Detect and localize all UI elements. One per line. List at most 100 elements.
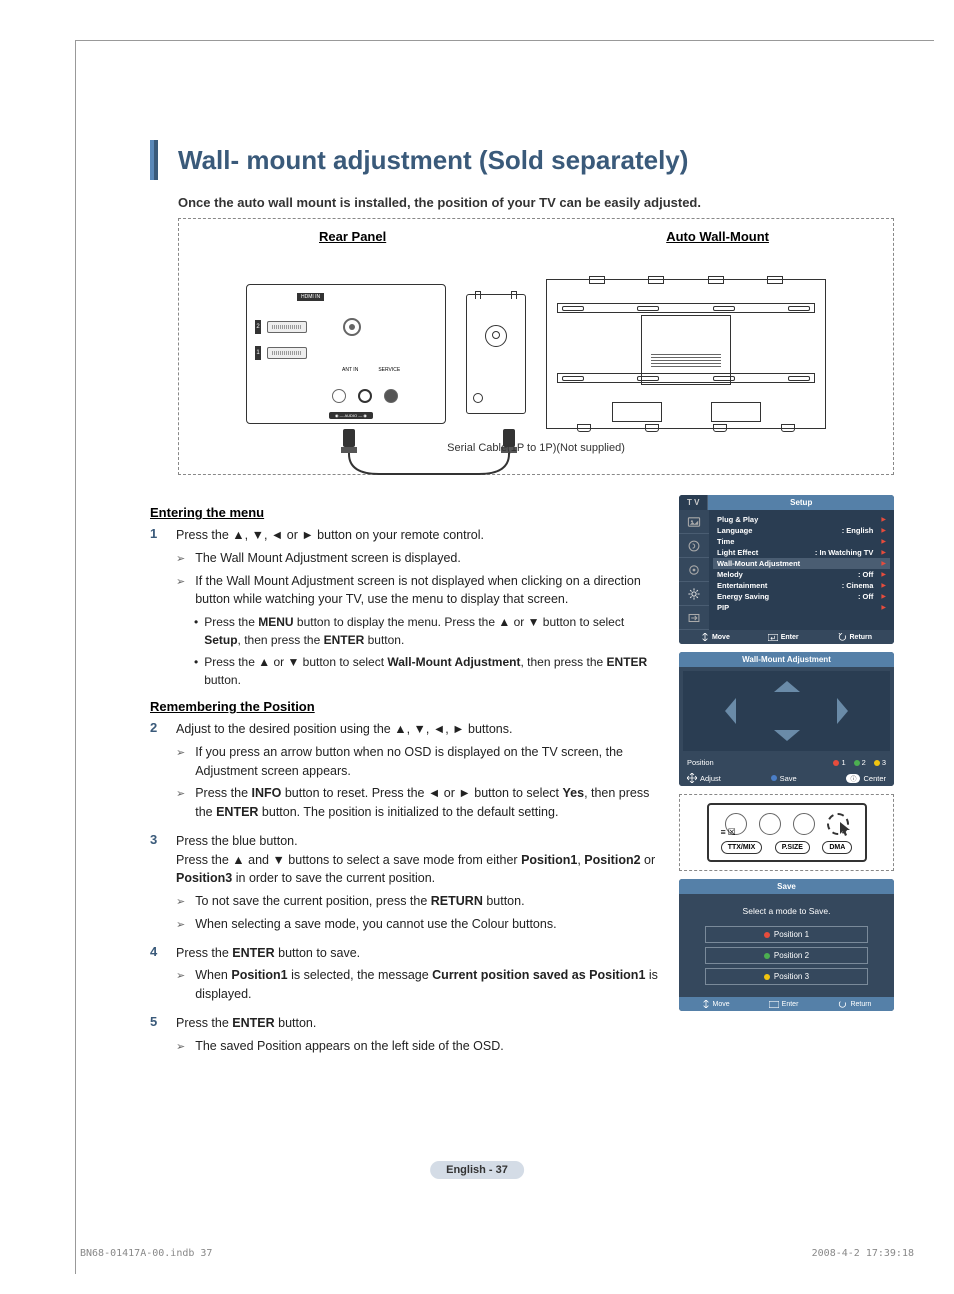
osd-save-screen: Save Select a mode to Save. Position 1 P… xyxy=(679,879,894,1011)
bullet-icon: • xyxy=(194,613,198,649)
osd-wallmount-screen: Wall-Mount Adjustment Position 1 2 3 xyxy=(679,652,894,786)
doc-filename: BN68-01417A-00.indb 37 xyxy=(80,1248,212,1259)
cursor-icon xyxy=(839,821,853,837)
step-text: Press the blue button. Press the ▲ and ▼… xyxy=(176,834,655,886)
osd-sidebar xyxy=(679,510,709,630)
menu-item: Entertainment: Cinema▶ xyxy=(717,580,886,591)
hdmi-label: HDMI IN xyxy=(297,293,324,301)
bullet-text: Press the ▲ or ▼ button to select Wall-M… xyxy=(204,653,659,689)
adjust-hint: Adjust xyxy=(687,773,721,783)
subtitle: Once the auto wall mount is installed, t… xyxy=(178,195,894,210)
osd-mount-title: Wall-Mount Adjustment xyxy=(679,652,894,667)
page-number-text: English - 37 xyxy=(430,1161,524,1179)
menu-item: Energy Saving: Off▶ xyxy=(717,591,886,602)
bullet-icon: • xyxy=(194,653,198,689)
sub-text: Press the INFO button to reset. Press th… xyxy=(195,784,659,822)
step-text: Adjust to the desired position using the… xyxy=(176,722,512,736)
save-footer: Move Enter Return xyxy=(679,997,894,1011)
save-message: Select a mode to Save. xyxy=(697,906,876,916)
return-hint: Return xyxy=(837,1000,871,1008)
ttx-button: TTX/MIX xyxy=(721,841,763,854)
osd-title: Setup xyxy=(708,495,894,510)
blue-color-button xyxy=(827,813,849,835)
save-option-3: Position 3 xyxy=(705,968,868,985)
picture-icon xyxy=(679,510,709,534)
input-icon xyxy=(679,606,709,630)
diagram-area: HDMI IN 2 1 ANT IN SERVICE ◉ — AUDIO — ◉ xyxy=(199,249,873,459)
instructions-column: Entering the menu 1 Press the ▲, ▼, ◄ or… xyxy=(150,495,659,1065)
step-3: 3 Press the blue button. Press the ▲ and… xyxy=(150,832,659,934)
left-arrow-icon xyxy=(723,696,738,726)
diagram-labels: Rear Panel Auto Wall-Mount xyxy=(199,229,873,244)
main-columns: Entering the menu 1 Press the ▲, ▼, ◄ or… xyxy=(150,495,894,1065)
chevron-icon: ➢ xyxy=(176,551,185,568)
step-text: Press the ▲, ▼, ◄ or ► button on your re… xyxy=(176,528,484,542)
osd-footer: Move Enter Return xyxy=(679,630,894,644)
save-hint: Save xyxy=(771,773,797,783)
step-number: 2 xyxy=(150,720,162,822)
connector-diagram xyxy=(466,294,526,414)
sub-text: If you press an arrow button when no OSD… xyxy=(195,743,659,781)
menu-item: Plug & Play▶ xyxy=(717,514,886,525)
chevron-icon: ➢ xyxy=(176,894,185,911)
page-number: English - 37 xyxy=(430,1161,524,1179)
center-hint: ⓘCenter xyxy=(846,773,886,783)
rear-panel-diagram: HDMI IN 2 1 ANT IN SERVICE ◉ — AUDIO — ◉ xyxy=(246,284,446,424)
cable-label: Serial Cable(1P to 1P)(Not supplied) xyxy=(447,442,625,454)
chevron-icon: ➢ xyxy=(176,574,185,610)
document-footer: BN68-01417A-00.indb 37 2008-4-2 17:39:18 xyxy=(80,1248,914,1259)
sub-text: To not save the current position, press … xyxy=(195,892,524,911)
save-option-2: Position 2 xyxy=(705,947,868,964)
sub-text: The saved Position appears on the left s… xyxy=(195,1037,504,1056)
menu-item: Wall-Mount Adjustment▶ xyxy=(713,558,890,569)
menu-item: Language: English▶ xyxy=(717,525,886,536)
page-title: Wall- mount adjustment (Sold separately) xyxy=(178,145,688,176)
menu-item: Melody: Off▶ xyxy=(717,569,886,580)
save-option-1: Position 1 xyxy=(705,926,868,943)
section-remembering: Remembering the Position xyxy=(150,699,659,714)
setup-icon xyxy=(679,582,709,606)
dma-button: DMA xyxy=(822,841,852,854)
remote-body: ≡☒ TTX/MIX P.SIZE DMA xyxy=(707,803,867,862)
chevron-icon: ➢ xyxy=(176,917,185,934)
sub-text: When Position1 is selected, the message … xyxy=(195,966,659,1004)
step-number: 4 xyxy=(150,944,162,1004)
wallmount-diagram xyxy=(546,279,826,429)
mount-footer: Adjust Save ⓘCenter xyxy=(679,770,894,786)
remote-small-icons: ≡☒ xyxy=(721,827,736,838)
return-hint: Return xyxy=(837,633,873,641)
direction-pad xyxy=(683,671,890,751)
menu-item: Light Effect: In Watching TV▶ xyxy=(717,547,886,558)
position-row: Position 1 2 3 xyxy=(679,755,894,770)
channel-icon xyxy=(679,558,709,582)
menu-item: Time▶ xyxy=(717,536,886,547)
sub-text: The Wall Mount Adjustment screen is disp… xyxy=(195,549,461,568)
step-1: 1 Press the ▲, ▼, ◄ or ► button on your … xyxy=(150,526,659,689)
bullet-text: Press the MENU button to display the men… xyxy=(204,613,659,649)
step-text: Press the ENTER button to save. xyxy=(176,946,360,960)
diagram-container: Rear Panel Auto Wall-Mount HDMI IN 2 1 A… xyxy=(178,218,894,475)
step-4: 4 Press the ENTER button to save. ➢ When … xyxy=(150,944,659,1004)
menu-item: PIP▶ xyxy=(717,602,886,613)
sub-text: If the Wall Mount Adjustment screen is n… xyxy=(195,572,659,610)
audio-label: ◉ — AUDIO — ◉ xyxy=(329,412,373,419)
enter-hint: Enter xyxy=(769,1000,799,1008)
doc-timestamp: 2008-4-2 17:39:18 xyxy=(812,1248,914,1259)
chevron-icon: ➢ xyxy=(176,1039,185,1056)
up-arrow-icon xyxy=(772,679,802,694)
title-marker-icon xyxy=(150,140,158,180)
antin-label: ANT IN xyxy=(342,367,358,373)
chevron-icon: ➢ xyxy=(176,968,185,1004)
cable-icon xyxy=(329,429,529,499)
move-hint: Move xyxy=(702,1000,730,1008)
sound-icon xyxy=(679,534,709,558)
step-number: 3 xyxy=(150,832,162,934)
step-number: 1 xyxy=(150,526,162,689)
section-entering: Entering the menu xyxy=(150,505,659,520)
move-hint: Move xyxy=(701,633,730,641)
step-number: 5 xyxy=(150,1014,162,1056)
wallmount-label: Auto Wall-Mount xyxy=(666,229,769,244)
remote-diagram: ≡☒ TTX/MIX P.SIZE DMA xyxy=(679,794,894,871)
service-label: SERVICE xyxy=(378,367,400,373)
psize-button: P.SIZE xyxy=(775,841,810,854)
